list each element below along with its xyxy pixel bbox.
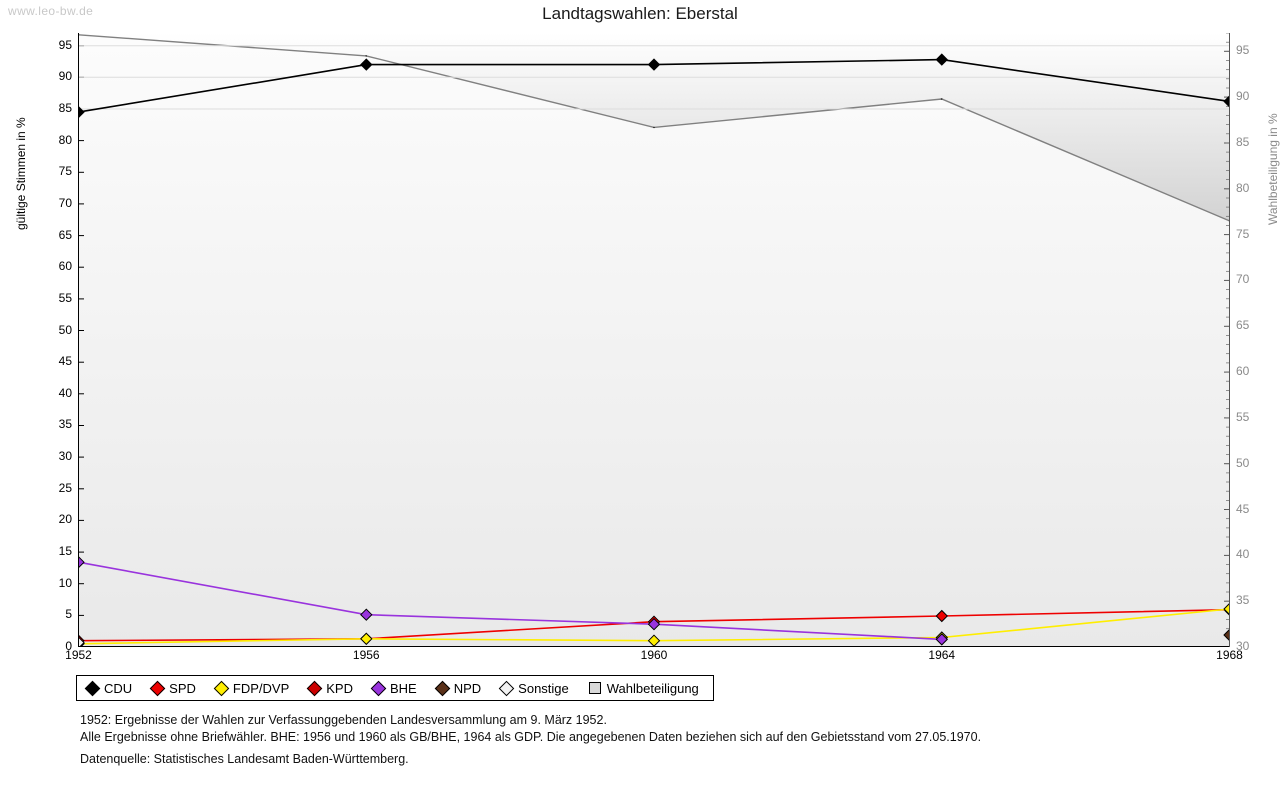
right-tick-label: 85	[1236, 134, 1250, 149]
right-axis-ticks: 30 35 40 45 50 55 60 65 70 75 80 85 90 95	[1236, 33, 1276, 653]
right-tick-label: 70	[1236, 272, 1250, 287]
left-tick-label: 10	[58, 575, 72, 590]
left-axis-title: gültige Stimmen in %	[14, 117, 28, 230]
chart-svg	[78, 33, 1230, 647]
legend-item-bhe[interactable]: BHE	[370, 680, 417, 696]
left-tick-label: 40	[58, 385, 72, 400]
left-tick-label: 70	[58, 195, 72, 210]
right-tick-label: 60	[1236, 364, 1250, 379]
legend-square-icon	[588, 682, 601, 694]
chart-legend: CDU SPD FDP/DVP KPD BHE NPD Sonstige Wahlbeteil…	[76, 675, 714, 701]
legend-label: SPD	[169, 680, 196, 696]
legend-item-spd[interactable]: SPD	[149, 680, 196, 696]
left-tick-label: 30	[58, 449, 72, 464]
legend-diamond-icon	[306, 680, 323, 696]
legend-label: NPD	[453, 680, 482, 696]
watermark: www.leo-bw.de	[8, 4, 94, 18]
legend-label: Wahlbeteiligung	[606, 680, 699, 696]
left-tick-label: 15	[58, 544, 72, 559]
legend-diamond-icon	[213, 680, 230, 696]
left-tick-label: 45	[58, 354, 72, 369]
left-tick-label: 0	[65, 639, 72, 653]
right-tick-label: 40	[1236, 547, 1250, 562]
left-tick-label: 65	[58, 227, 72, 242]
left-tick-label: 5	[65, 607, 72, 622]
right-axis-title: Wahlbeteiligung in %	[1266, 113, 1280, 225]
footnotes: 1952: Ergebnisse der Wahlen zur Verfassu…	[80, 712, 981, 746]
x-tick-label-1964: 1964	[928, 648, 956, 662]
legend-diamond-icon	[149, 680, 166, 696]
legend-label: KPD	[326, 680, 353, 696]
legend-item-cdu[interactable]: CDU	[84, 680, 133, 696]
x-tick-label-1960: 1960	[640, 648, 668, 662]
legend-label: BHE	[389, 680, 417, 696]
left-tick-label: 95	[58, 37, 72, 52]
left-tick-label: 20	[58, 512, 72, 527]
chart-plot	[78, 33, 1230, 647]
left-tick-label: 25	[58, 480, 72, 495]
legend-item-fdp-dvp[interactable]: FDP/DVP	[213, 680, 290, 696]
right-tick-label: 35	[1236, 593, 1250, 608]
right-tick-label: 45	[1236, 501, 1250, 516]
left-tick-label: 75	[58, 164, 72, 179]
right-tick-label: 50	[1236, 455, 1250, 470]
left-tick-label: 85	[58, 100, 72, 115]
legend-label: CDU	[104, 680, 133, 696]
chart-render-group	[78, 33, 1230, 647]
legend-label: FDP/DVP	[232, 680, 290, 696]
legend-item-npd[interactable]: NPD	[434, 680, 482, 696]
left-tick-label: 80	[58, 132, 72, 147]
right-tick-label: 95	[1236, 43, 1250, 58]
legend-diamond-icon	[84, 680, 101, 696]
legend-label: Sonstige	[518, 680, 569, 696]
legend-item-kpd[interactable]: KPD	[306, 680, 353, 696]
right-tick-label: 75	[1236, 226, 1250, 241]
legend-item-sonstige[interactable]: Sonstige	[498, 680, 569, 696]
right-tick-label: 55	[1236, 409, 1250, 424]
page-title: Landtagswahlen: Eberstal	[542, 4, 738, 23]
data-source-note: Datenquelle: Statistisches Landesamt Bad…	[80, 752, 409, 766]
left-axis-ticks: 0 5 10 15 20 25 30 35 40 45 50 55 60 65 70 75 80 85 90 95	[32, 33, 72, 653]
right-tick-label: 30	[1236, 639, 1250, 653]
left-tick-label: 60	[58, 259, 72, 274]
left-tick-label: 50	[58, 322, 72, 337]
left-tick-label: 90	[58, 69, 72, 84]
legend-diamond-icon	[434, 680, 450, 696]
x-tick-label-1956: 1956	[352, 648, 380, 662]
x-axis-ticks: 1952 1956 1960 1964 1968	[65, 648, 1243, 668]
right-tick-label: 80	[1236, 180, 1250, 195]
legend-diamond-icon	[498, 680, 515, 696]
right-tick-label: 65	[1236, 318, 1250, 333]
footnote-line-1: 1952: Ergebnisse der Wahlen zur Verfassu…	[80, 713, 607, 727]
left-tick-label: 55	[58, 290, 72, 305]
legend-diamond-icon	[370, 680, 387, 696]
x-tick-label-1968: 1968	[1216, 648, 1243, 662]
right-tick-label: 90	[1236, 89, 1250, 104]
left-tick-label: 35	[58, 417, 72, 432]
x-tick-label-1952: 1952	[65, 648, 92, 662]
footnote-line-2: Alle Ergebnisse ohne Briefwähler. BHE: 1…	[80, 730, 982, 744]
legend-item-wahlbeteiligung[interactable]: Wahlbeteiligung	[588, 680, 699, 696]
